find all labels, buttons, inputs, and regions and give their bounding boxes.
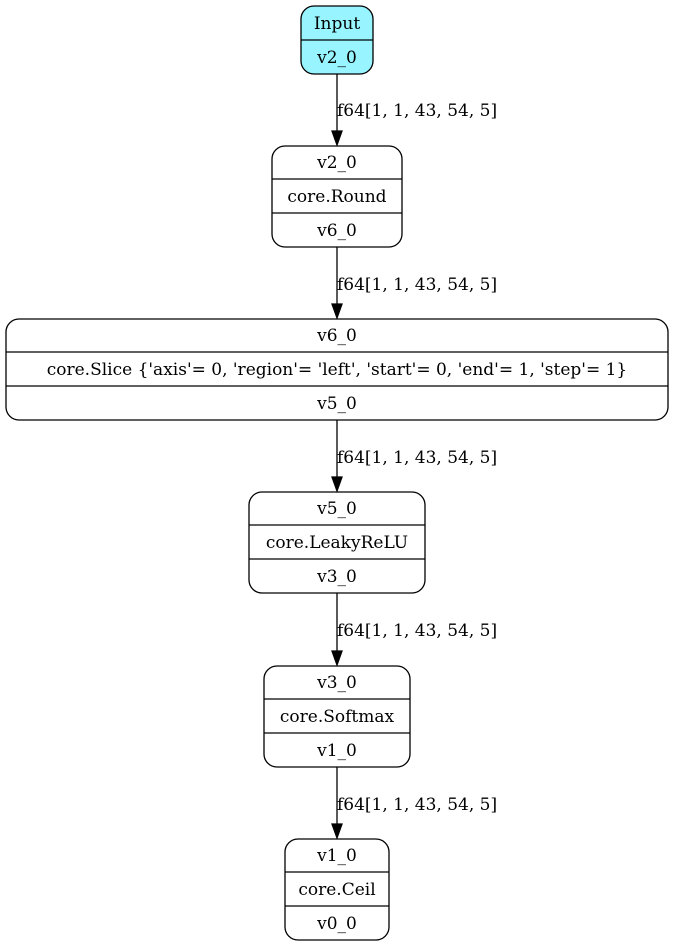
node-leakyrelu-output: v3_0 [316,567,357,587]
edge-round-to-slice: f64[1, 1, 43, 54, 5] [331,247,497,320]
node-leakyrelu[interactable]: v5_0 core.LeakyReLU v3_0 [248,491,426,594]
node-ceil-input: v1_0 [316,846,357,866]
arrowhead-icon [331,823,343,840]
node-round[interactable]: v2_0 core.Round v6_0 [271,145,403,248]
edge-slice-to-leakyrelu: f64[1, 1, 43, 54, 5] [331,420,497,493]
edge-label: f64[1, 1, 43, 54, 5] [337,275,497,295]
node-ceil-output: v0_0 [316,914,357,934]
edge-softmax-to-ceil: f64[1, 1, 43, 54, 5] [331,767,497,840]
edge-label: f64[1, 1, 43, 54, 5] [337,795,497,815]
edge-input-to-round: f64[1, 1, 43, 54, 5] [331,74,497,147]
edge-leakyrelu-to-softmax: f64[1, 1, 43, 54, 5] [331,593,497,667]
node-ceil[interactable]: v1_0 core.Ceil v0_0 [284,838,390,941]
node-slice-op: core.Slice {'axis'= 0, 'region'= 'left',… [47,360,628,380]
node-round-op: core.Round [287,187,386,207]
arrowhead-icon [331,130,343,147]
node-slice-output: v5_0 [316,394,357,414]
arrowhead-icon [331,650,343,667]
edge-label: f64[1, 1, 43, 54, 5] [337,101,497,121]
arrowhead-icon [331,303,343,320]
node-ceil-op: core.Ceil [298,880,375,900]
node-slice[interactable]: v6_0 core.Slice {'axis'= 0, 'region'= 'l… [5,318,669,421]
node-slice-input: v6_0 [316,326,357,346]
node-leakyrelu-input: v5_0 [316,499,357,519]
node-input[interactable]: Input v2_0 [300,5,374,75]
node-round-output: v6_0 [316,221,357,241]
node-input-title: Input [314,14,360,34]
node-leakyrelu-op: core.LeakyReLU [266,533,408,553]
arrowhead-icon [331,476,343,493]
edge-label: f64[1, 1, 43, 54, 5] [337,448,497,468]
node-softmax-op: core.Softmax [280,707,395,727]
node-input-output: v2_0 [316,48,357,68]
node-softmax-input: v3_0 [316,673,357,693]
node-softmax[interactable]: v3_0 core.Softmax v1_0 [263,665,411,768]
edge-label: f64[1, 1, 43, 54, 5] [337,621,497,641]
node-softmax-output: v1_0 [316,741,357,761]
node-round-input: v2_0 [316,153,357,173]
